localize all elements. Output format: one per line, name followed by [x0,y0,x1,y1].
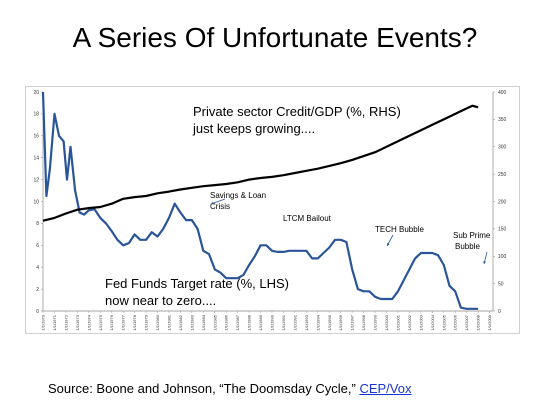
x-tick-label: 1/1/2002 [407,314,412,330]
x-tick-label: 1/1/1977 [121,314,126,330]
x-tick-label: 1/1/1990 [270,314,275,330]
annotation-credit-line1: Private sector Credit/GDP (%, RHS) [193,104,401,119]
x-tick-label: 1/1/1999 [373,314,378,330]
slide-title: A Series Of Unfortunate Events? [72,22,478,53]
x-tick-label: 1/1/2004 [430,314,435,330]
left-tick-label: 4 [36,265,39,271]
left-tick-label: 18 [33,112,39,118]
x-tick-label: 1/1/1972 [63,314,68,330]
left-tick-label: 6 [36,243,39,249]
right-tick-label: 100 [498,254,507,260]
x-tick-label: 1/1/1994 [315,314,320,330]
left-tick-label: 8 [36,221,39,227]
x-tick-label: 1/1/1982 [178,314,183,330]
x-tick-label: 1/1/1970 [41,314,46,330]
x-tick-label: 1/1/2000 [384,314,389,330]
x-tick-label: 1/1/1978 [132,314,137,330]
x-tick-label: 1/1/1985 [212,314,217,330]
right-tick-label: 200 [498,199,507,205]
x-tick-label: 1/1/1987 [235,314,240,330]
annotation-credit-line2: just keeps growing.... [192,121,315,136]
arrow-tech-bubble-head [386,243,390,246]
x-tick-label: 1/1/1998 [361,314,366,330]
arrow-subprime-head [483,261,487,264]
annotation-tech-bubble: TECH Bubble [375,225,424,234]
x-tick-label: 1/1/1997 [350,314,355,330]
left-tick-label: 12 [33,177,39,183]
x-tick-label: 1/1/1979 [144,314,149,330]
source-citation: Source: Boone and Johnson, “The Doomsday… [48,381,411,396]
arrow-savings-loan-head [211,201,214,205]
x-tick-label: 1/1/1976 [109,314,114,330]
x-tick-label: 1/1/1986 [224,314,229,330]
annotation-fed-line1: Fed Funds Target rate (%, LHS) [105,276,289,291]
left-tick-label: 2 [36,287,39,293]
chart-border [25,86,520,334]
annotation-ltcm: LTCM Bailout [283,214,332,223]
x-tick-label: 1/1/2001 [395,314,400,330]
annotation-subprime-line1: Sub Prime [453,231,491,240]
x-tick-label: 1/1/1993 [304,314,309,330]
line-chart: 0246810121416182005010015020025030035040… [25,86,520,334]
chart-container: 0 2 4 6 8 10 12 14 16 18 20 0 50 100 150 200 250 300 350 40… [25,86,520,334]
x-tick-label: 1/1/1996 [338,314,343,330]
x-tick-label: 1/1/1992 [292,314,297,330]
x-tick-label: 1/1/2006 [453,314,458,330]
annotation-subprime-line2: Bubble [455,242,480,251]
x-tick-label: 1/1/1988 [247,314,252,330]
left-tick-label: 10 [33,199,39,205]
left-tick-label: 0 [36,309,39,315]
right-tick-label: 250 [498,172,507,178]
x-tick-label: 1/1/1991 [281,314,286,330]
x-tick-label: 1/1/2009 [487,314,492,330]
left-tick-label: 14 [33,156,39,162]
right-tick-label: 150 [498,227,507,233]
series-line-credit-gdp [42,104,479,222]
source-link[interactable]: CEP/Vox [359,381,412,396]
annotation-savings-loan-line2: Crisis [210,202,230,211]
right-tick-label: 400 [498,90,507,96]
x-tick-label: 1/1/1974 [86,314,91,330]
annotation-fed-line2: now near to zero.... [105,293,216,308]
x-tick-label: 1/1/1983 [189,314,194,330]
x-tick-label: 1/1/2003 [418,314,423,330]
x-tick-label: 1/1/1989 [258,314,263,330]
x-tick-label: 1/1/1971 [52,314,57,330]
x-tick-label: 1/1/1975 [98,314,103,330]
right-tick-label: 50 [498,281,504,287]
x-tick-label: 1/1/2007 [464,314,469,330]
x-tick-label: 1/1/2005 [441,314,446,330]
x-tick-label: 1/1/1980 [155,314,160,330]
right-tick-label: 300 [498,145,507,151]
source-text: Source: Boone and Johnson, “The Doomsday… [48,381,360,396]
right-tick-label: 350 [498,117,507,123]
x-tick-label: 1/1/2008 [476,314,481,330]
right-tick-label: 0 [498,309,501,315]
left-tick-label: 20 [33,90,39,96]
x-tick-label: 1/1/1981 [166,314,171,330]
x-tick-label: 1/1/1995 [327,314,332,330]
x-tick-label: 1/1/1984 [201,314,206,330]
series-line-fed-funds [41,91,479,310]
annotation-savings-loan-line1: Savings & Loan [210,191,266,200]
x-tick-label: 1/1/1973 [75,314,80,330]
left-tick-label: 16 [33,134,39,140]
